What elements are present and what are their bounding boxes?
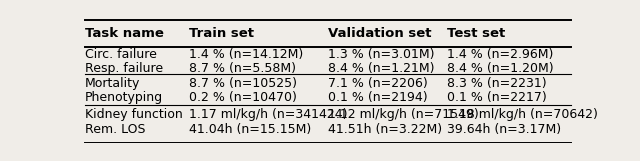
Text: Kidney function: Kidney function bbox=[85, 108, 182, 121]
Text: 8.7 % (n=5.58M): 8.7 % (n=5.58M) bbox=[189, 62, 296, 75]
Text: 1.12 ml/kg/h (n=71549): 1.12 ml/kg/h (n=71549) bbox=[328, 108, 479, 121]
Text: Resp. failure: Resp. failure bbox=[85, 62, 163, 75]
Text: Train set: Train set bbox=[189, 27, 254, 40]
Text: 0.1 % (n=2217): 0.1 % (n=2217) bbox=[447, 91, 547, 104]
Text: Validation set: Validation set bbox=[328, 27, 431, 40]
Text: Phenotyping: Phenotyping bbox=[85, 91, 163, 104]
Text: 1.18 ml/kg/h (n=70642): 1.18 ml/kg/h (n=70642) bbox=[447, 108, 598, 121]
Text: 8.7 % (n=10525): 8.7 % (n=10525) bbox=[189, 77, 297, 90]
Text: 41.51h (n=3.22M): 41.51h (n=3.22M) bbox=[328, 123, 442, 136]
Text: 0.2 % (n=10470): 0.2 % (n=10470) bbox=[189, 91, 297, 104]
Text: Mortality: Mortality bbox=[85, 77, 140, 90]
Text: Circ. failure: Circ. failure bbox=[85, 47, 157, 61]
Text: Task name: Task name bbox=[85, 27, 164, 40]
Text: 1.3 % (n=3.01M): 1.3 % (n=3.01M) bbox=[328, 47, 435, 61]
Text: 1.4 % (n=14.12M): 1.4 % (n=14.12M) bbox=[189, 47, 303, 61]
Text: 1.4 % (n=2.96M): 1.4 % (n=2.96M) bbox=[447, 47, 554, 61]
Text: Test set: Test set bbox=[447, 27, 506, 40]
Text: 8.4 % (n=1.21M): 8.4 % (n=1.21M) bbox=[328, 62, 435, 75]
Text: 7.1 % (n=2206): 7.1 % (n=2206) bbox=[328, 77, 428, 90]
Text: 1.17 ml/kg/h (n=341424): 1.17 ml/kg/h (n=341424) bbox=[189, 108, 348, 121]
Text: Rem. LOS: Rem. LOS bbox=[85, 123, 145, 136]
Text: 8.4 % (n=1.20M): 8.4 % (n=1.20M) bbox=[447, 62, 554, 75]
Text: 41.04h (n=15.15M): 41.04h (n=15.15M) bbox=[189, 123, 312, 136]
Text: 0.1 % (n=2194): 0.1 % (n=2194) bbox=[328, 91, 428, 104]
Text: 8.3 % (n=2231): 8.3 % (n=2231) bbox=[447, 77, 547, 90]
Text: 39.64h (n=3.17M): 39.64h (n=3.17M) bbox=[447, 123, 561, 136]
